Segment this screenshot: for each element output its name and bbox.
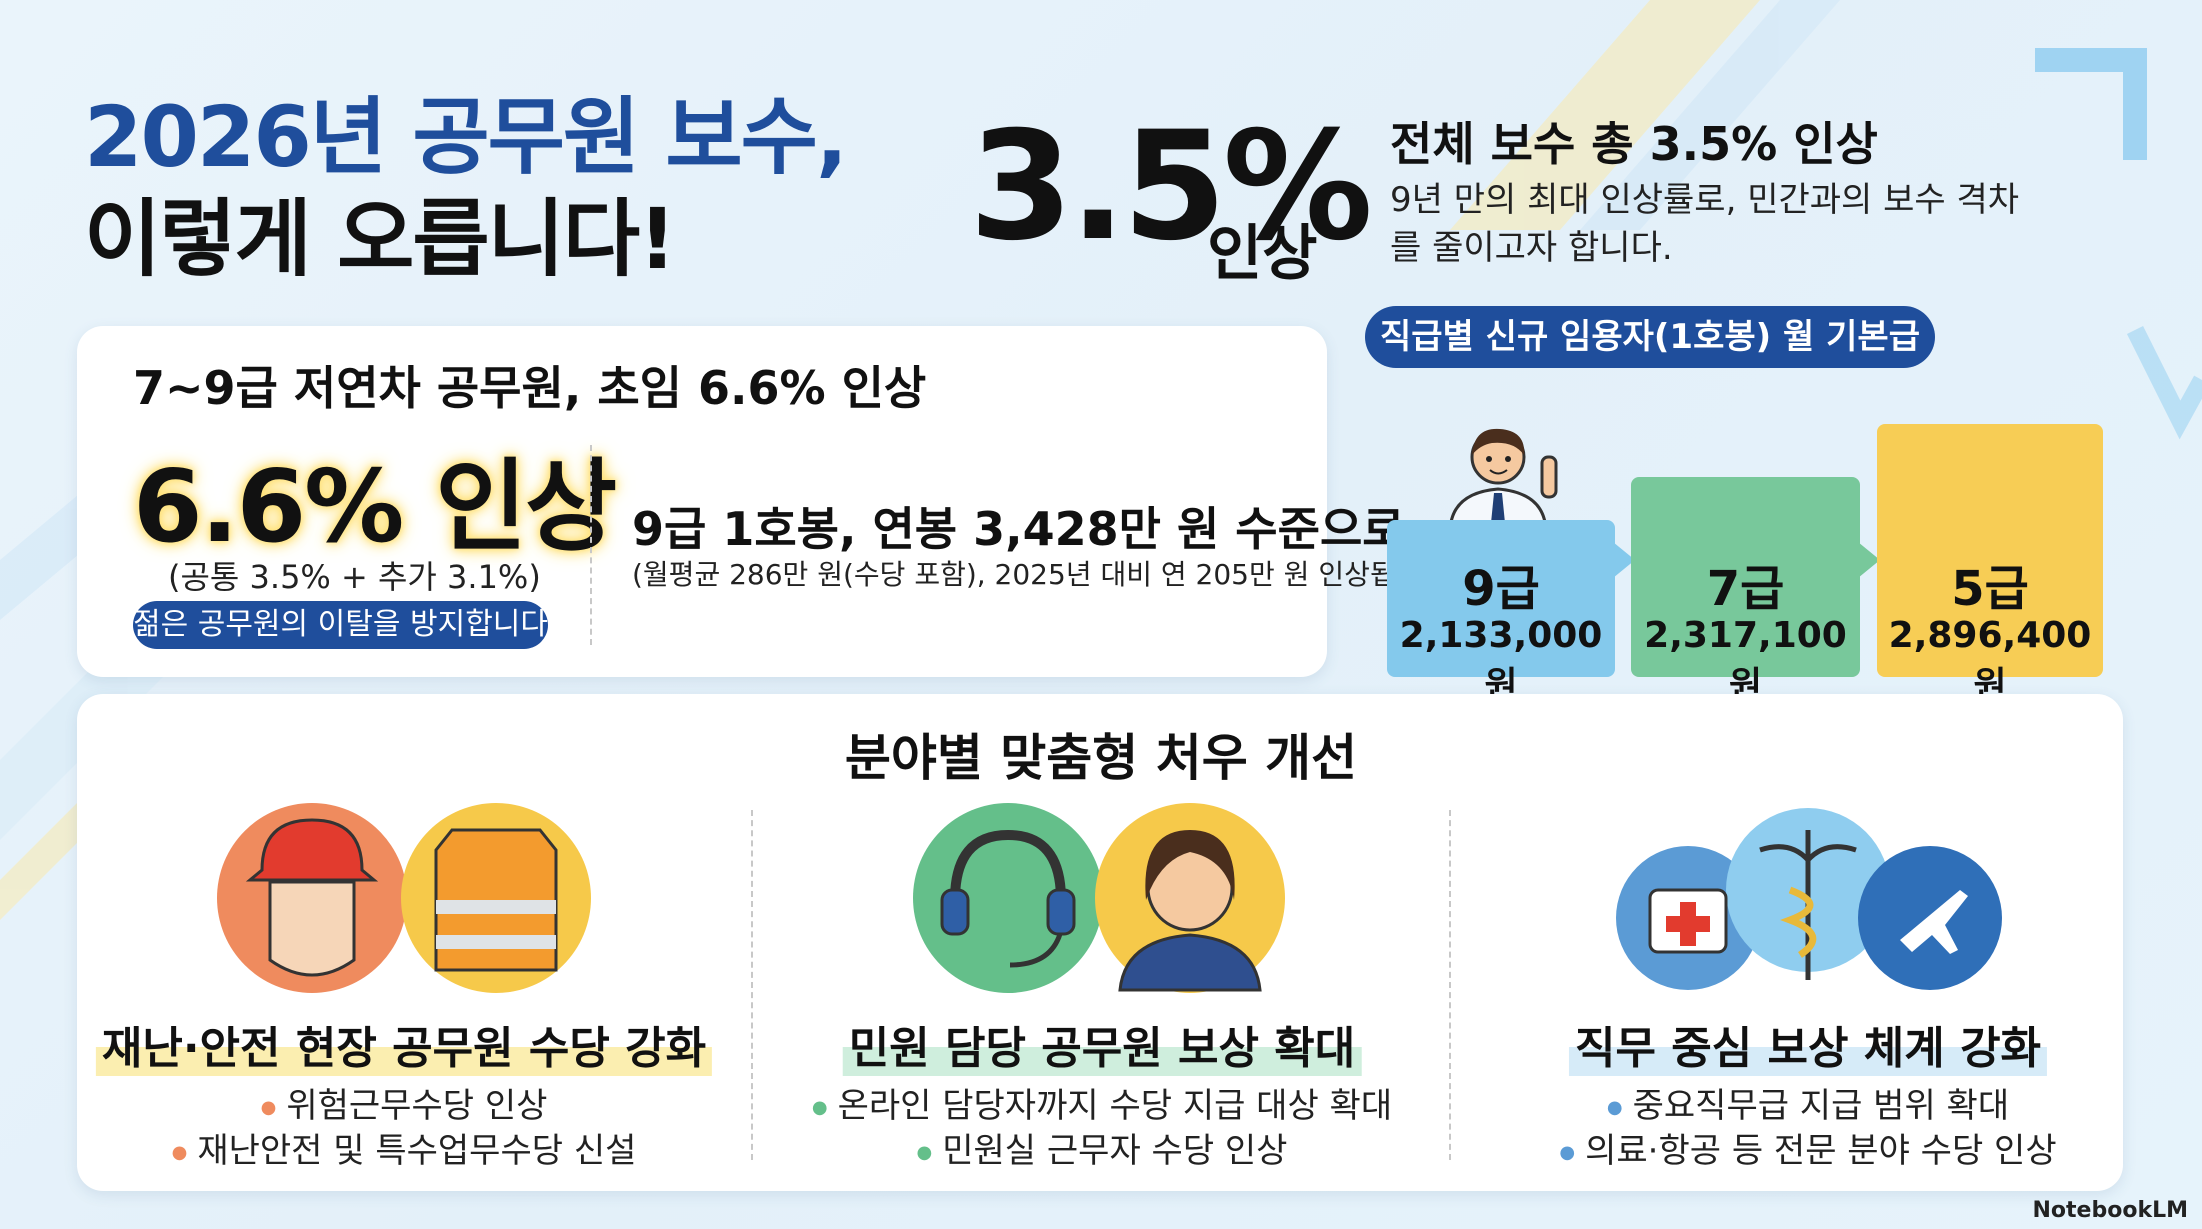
- headline-rate: 3.5%: [969, 100, 1373, 274]
- field-bullet: 민원실 근무자 수당 인상: [917, 1123, 1287, 1172]
- junior-heading: 7~9급 저연차 공무원, 초임 6.6% 인상: [133, 361, 927, 415]
- grade-block: 7급 2,317,100원: [1631, 477, 1860, 706]
- grade-name: 5급: [1951, 561, 2029, 617]
- headline-rate-suffix: 인상: [1207, 219, 1318, 289]
- field-bullet: 중요직무급 지급 범위 확대: [1607, 1078, 2010, 1127]
- title-line: 2026년 공무원 보수,: [84, 88, 848, 186]
- grade-block: 9급 2,133,000원: [1387, 520, 1615, 706]
- field-bullet: 재난안전 및 특수업무수당 신설: [172, 1123, 636, 1172]
- grade-pay: 2,896,400원: [1888, 615, 2092, 706]
- field-title: 민원 담당 공무원 보상 확대: [842, 1012, 1362, 1076]
- base-pay-label: 직급별 신규 임용자(1호봉) 월 기본급: [1365, 306, 1935, 368]
- arrow: [1613, 542, 1635, 578]
- grade-block: 5급 2,896,400원: [1877, 424, 2103, 706]
- junior-badge: 젊은 공무원의 이탈을 방지합니다.: [133, 601, 558, 649]
- arrow: [1858, 542, 1880, 578]
- fields-title: 분야별 맞춤형 처우 개선: [844, 729, 1358, 787]
- divider: [1449, 810, 1451, 1160]
- summary-text: 9년 만의 최대 인상률로, 민간과의 보수 격차를 줄이고자 합니다.: [1390, 180, 2020, 268]
- field-bullet: 의료·항공 등 전문 분야 수당 인상: [1559, 1123, 2057, 1172]
- junior-breakdown: (공통 3.5% + 추가 3.1%): [168, 558, 541, 596]
- junior-rate: 6.6% 인상: [133, 448, 617, 565]
- field-title: 직무 중심 보상 체계 강화: [1568, 1012, 2048, 1076]
- title-line: 이렇게 오릅니다!: [84, 190, 677, 288]
- grade-name: 7급: [1706, 561, 1785, 617]
- field-bullet: 온라인 담당자까지 수당 지급 대상 확대: [812, 1078, 1393, 1127]
- divider: [751, 810, 753, 1160]
- field-icons: [217, 803, 2002, 993]
- junior-note: (월평균 286만 원(수당 포함), 2025년 대비 연 205만 원 인상…: [632, 558, 1459, 591]
- summary-title: 전체 보수 총 3.5% 인상: [1390, 117, 1878, 171]
- brand: NotebookLM: [2032, 1198, 2188, 1223]
- field-bullet: 위험근무수당 인상: [261, 1078, 547, 1127]
- person-icon: [1448, 428, 1558, 535]
- divider: [590, 445, 592, 645]
- junior-salary: 9급 1호봉, 연봉 3,428만 원 수준으로: [632, 502, 1405, 556]
- field-title: 재난·안전 현장 공무원 수당 강화: [95, 1012, 713, 1076]
- grade-name: 9급: [1462, 561, 1540, 617]
